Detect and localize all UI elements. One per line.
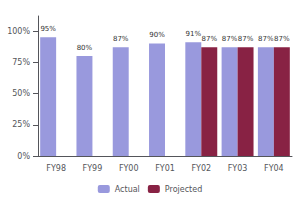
svg-text:90%: 90% [149, 31, 165, 39]
svg-text:87%: 87% [258, 35, 274, 43]
svg-text:87%: 87% [113, 35, 129, 43]
svg-text:87%: 87% [222, 35, 238, 43]
svg-text:Projected: Projected [165, 185, 202, 194]
svg-text:75%: 75% [12, 58, 30, 67]
svg-text:50%: 50% [12, 89, 30, 98]
svg-text:FY98: FY98 [46, 164, 66, 173]
svg-text:80%: 80% [77, 44, 93, 52]
svg-text:FY99: FY99 [83, 164, 103, 173]
svg-text:FY01: FY01 [155, 164, 175, 173]
svg-text:95%: 95% [40, 25, 56, 33]
svg-text:25%: 25% [12, 120, 30, 129]
svg-text:87%: 87% [238, 35, 254, 43]
svg-text:Actual: Actual [115, 185, 140, 194]
svg-text:91%: 91% [186, 30, 202, 38]
svg-text:100%: 100% [7, 27, 30, 36]
svg-text:FY02: FY02 [191, 164, 211, 173]
svg-text:FY00: FY00 [119, 164, 139, 173]
svg-text:FY03: FY03 [228, 164, 248, 173]
svg-text:87%: 87% [274, 35, 290, 43]
svg-text:FY04: FY04 [264, 164, 284, 173]
svg-text:0%: 0% [17, 152, 30, 161]
svg-text:87%: 87% [201, 35, 217, 43]
